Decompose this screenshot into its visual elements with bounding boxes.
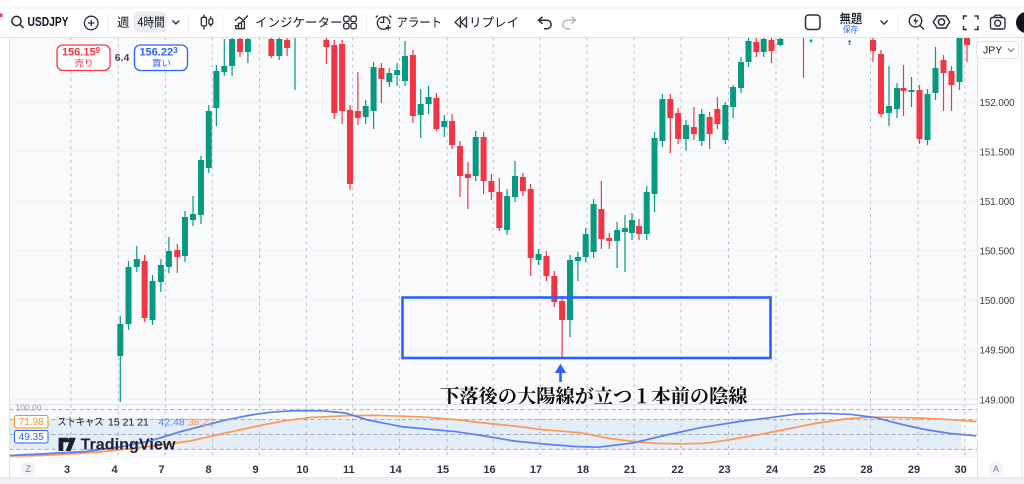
svg-text:149.000: 149.000 bbox=[980, 394, 1015, 406]
svg-text:38.22: 38.22 bbox=[188, 416, 214, 428]
svg-text:156.223: 156.223 bbox=[139, 46, 178, 59]
svg-text:4: 4 bbox=[111, 464, 118, 476]
svg-text:149.500: 149.500 bbox=[980, 345, 1015, 357]
svg-text:16: 16 bbox=[483, 464, 495, 476]
svg-text:25: 25 bbox=[813, 464, 825, 476]
svg-text:150.000: 150.000 bbox=[980, 295, 1015, 307]
svg-text:TradingView: TradingView bbox=[81, 437, 177, 454]
svg-text:8: 8 bbox=[205, 464, 211, 476]
svg-text:17: 17 bbox=[530, 464, 542, 476]
svg-text:24: 24 bbox=[766, 464, 779, 476]
svg-text:30: 30 bbox=[954, 464, 966, 476]
svg-text:USDJPY: USDJPY bbox=[28, 14, 69, 29]
svg-text:71.98: 71.98 bbox=[19, 417, 44, 428]
svg-text:JPY: JPY bbox=[983, 45, 1002, 57]
svg-text:14: 14 bbox=[389, 464, 402, 476]
svg-text:29: 29 bbox=[908, 464, 920, 476]
svg-text:15 21 21: 15 21 21 bbox=[108, 416, 149, 428]
svg-text:10: 10 bbox=[296, 464, 308, 476]
svg-text:3: 3 bbox=[64, 464, 70, 476]
svg-text:100.00: 100.00 bbox=[16, 403, 42, 413]
svg-text:11: 11 bbox=[343, 464, 355, 476]
svg-text:22: 22 bbox=[671, 464, 683, 476]
svg-text:21: 21 bbox=[624, 464, 636, 476]
svg-text:151.000: 151.000 bbox=[980, 196, 1015, 208]
svg-text:28: 28 bbox=[860, 464, 872, 476]
svg-text:6.4: 6.4 bbox=[115, 52, 130, 64]
svg-text:15: 15 bbox=[437, 464, 449, 476]
svg-text:9: 9 bbox=[252, 464, 258, 476]
svg-text:18: 18 bbox=[577, 464, 589, 476]
svg-text:42.48: 42.48 bbox=[158, 416, 184, 428]
svg-text:151.500: 151.500 bbox=[980, 146, 1015, 158]
svg-text:156.159: 156.159 bbox=[62, 46, 101, 59]
svg-text:A: A bbox=[993, 464, 999, 474]
svg-text:49.35: 49.35 bbox=[19, 432, 44, 443]
svg-text:23: 23 bbox=[718, 464, 730, 476]
svg-text:150.500: 150.500 bbox=[980, 246, 1015, 258]
svg-text:152.000: 152.000 bbox=[980, 97, 1015, 109]
svg-text:Z: Z bbox=[26, 464, 32, 474]
svg-text:7: 7 bbox=[158, 464, 164, 476]
